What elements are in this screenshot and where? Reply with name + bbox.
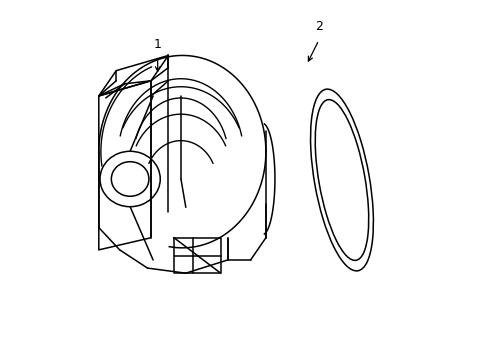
Text: 2: 2	[314, 20, 322, 33]
Text: 1: 1	[153, 38, 161, 51]
